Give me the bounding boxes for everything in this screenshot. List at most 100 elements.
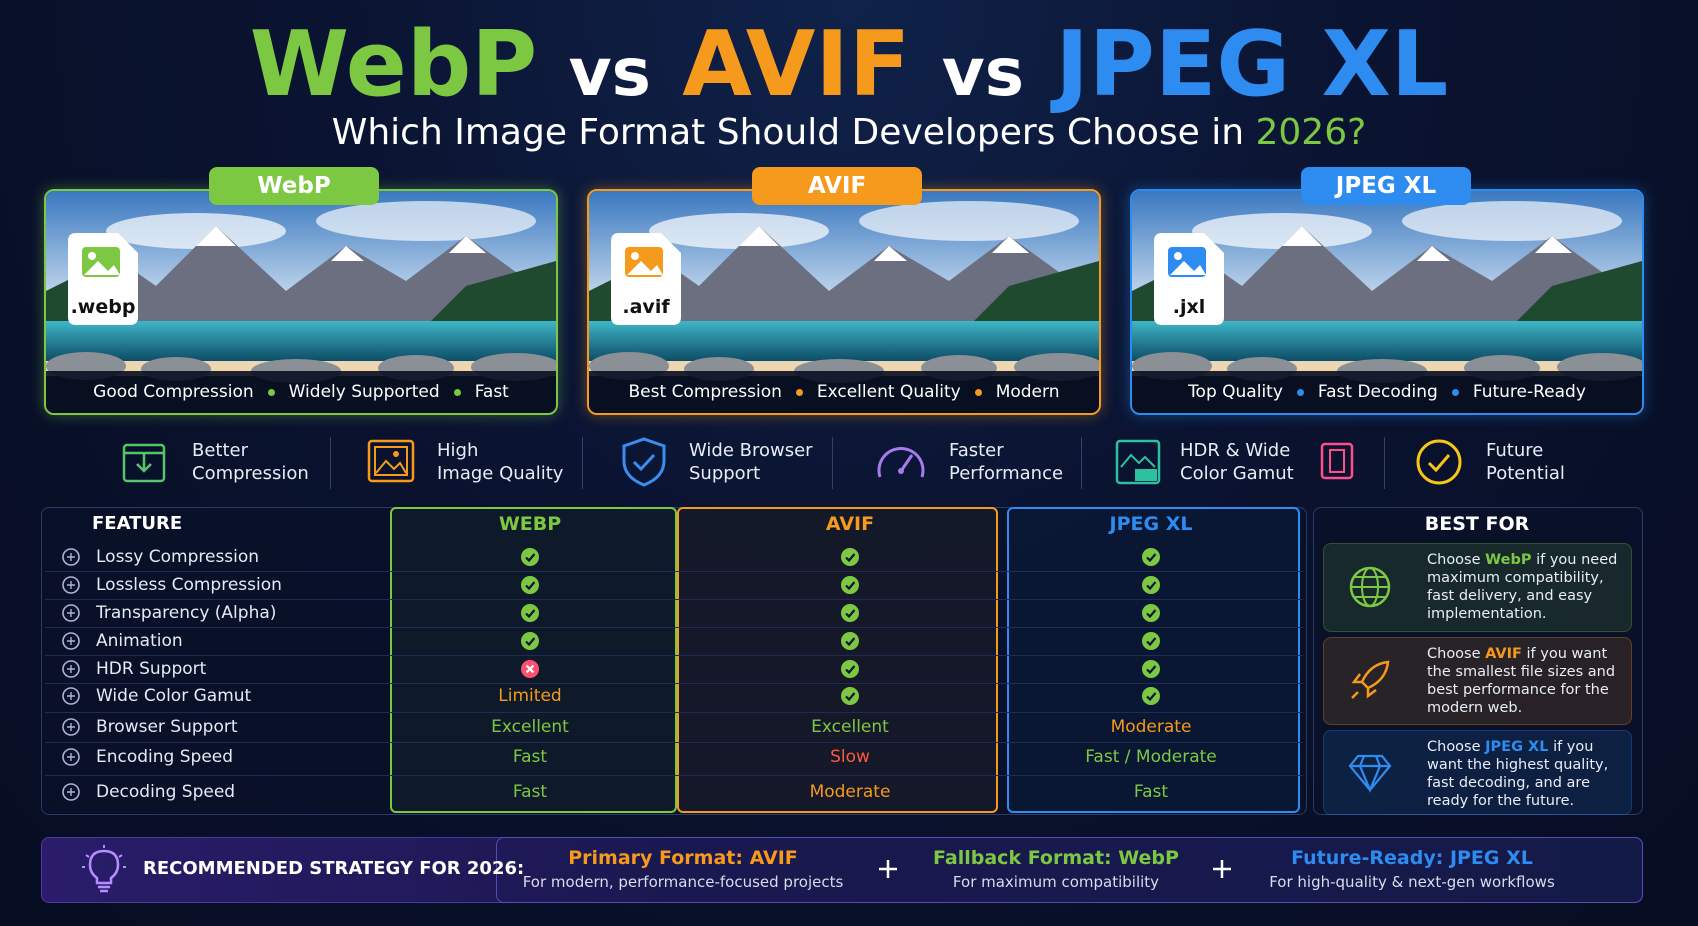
cell-text: Slow: [830, 747, 870, 767]
strategy-title: Fallback Format: WebP: [933, 847, 1179, 869]
check-icon: [1142, 576, 1160, 594]
table-header: WEBP: [498, 513, 562, 535]
separator: [330, 437, 331, 489]
cell-text: Moderate: [809, 782, 891, 802]
plus-icon: [879, 860, 897, 878]
best-for-format: AVIF: [1485, 646, 1522, 662]
film-icon: [1320, 442, 1354, 480]
tag-dot: [795, 388, 803, 396]
file-icon: [611, 233, 681, 325]
cell-text: Moderate: [1110, 717, 1192, 737]
benefit-text: Compression: [192, 463, 309, 484]
feature-icon: [62, 660, 80, 678]
strategy-label: RECOMMENDED STRATEGY FOR 2026:: [143, 858, 525, 879]
feature-name: Lossy Compression: [96, 547, 260, 567]
card-label: AVIF: [752, 167, 922, 205]
table-header: JPEG XL: [1109, 513, 1193, 535]
benefit-text: Future: [1486, 440, 1544, 461]
cell-text: Fast / Moderate: [1085, 747, 1217, 767]
card-photo: [1132, 191, 1642, 383]
best-for-text: Choose JPEG XL if you want the highest q…: [1427, 738, 1622, 810]
row-line: [45, 571, 1303, 572]
file-extension: .jxl: [1172, 296, 1206, 318]
check-icon: [841, 576, 859, 594]
best-for-lead: Choose: [1427, 646, 1481, 662]
strategy-desc: For maximum compatibility: [952, 873, 1160, 891]
best-for-lead: Choose: [1427, 552, 1481, 568]
benefit-icon: [877, 446, 925, 478]
card-tag: Best Compression: [628, 382, 782, 402]
row-line: [45, 774, 1303, 776]
file-extension: .webp: [70, 296, 136, 318]
table-header: AVIF: [825, 513, 875, 535]
title: WebP vs AVIF vs JPEG XL: [0, 10, 1698, 128]
row-line: [45, 655, 1303, 656]
tag-dot: [267, 388, 275, 396]
row-line: [45, 627, 1303, 628]
best-for-icon: [1351, 660, 1390, 699]
check-icon: [521, 632, 539, 650]
benefit-text: Better: [192, 440, 249, 461]
table-frame: [41, 507, 1307, 815]
bulb-icon: [82, 845, 126, 893]
best-for-card: [1323, 730, 1632, 815]
card-label: WebP: [209, 167, 379, 205]
best-for-desc: if you want the smallest file sizes and …: [1427, 646, 1616, 716]
subtitle-text: Which Image Format Should Developers Cho…: [331, 112, 1245, 153]
file-icon: [1154, 233, 1224, 325]
feature-icon: [62, 718, 80, 736]
cell-text: Excellent: [811, 717, 889, 737]
best-for-card: [1323, 637, 1632, 725]
table-header: FEATURE: [92, 513, 183, 534]
format-card: .webp Good Compression Widely Supported Fas…: [44, 189, 558, 415]
check-icon: [1142, 632, 1160, 650]
card-tag: Good Compression: [93, 382, 254, 402]
title-part: vs: [941, 34, 1025, 111]
feature-icon: [62, 576, 80, 594]
tag-dot: [1451, 388, 1459, 396]
best-for-format: WebP: [1485, 552, 1532, 568]
card-caption: Top Quality Fast Decoding Future-Ready: [1132, 371, 1642, 413]
separator: [1384, 437, 1385, 489]
best-for-desc: if you want the highest quality, fast de…: [1427, 739, 1609, 809]
benefit-icon: [1115, 439, 1161, 485]
feature-name: Decoding Speed: [96, 782, 236, 802]
check-icon: [841, 660, 859, 678]
best-for-text: Choose WebP if you need maximum compatib…: [1427, 551, 1622, 623]
file-icon: [68, 233, 138, 325]
benefit-icon: [367, 439, 415, 483]
tag-dot: [453, 388, 461, 396]
title-part: vs: [568, 34, 651, 111]
best-for-desc: if you need maximum compatibility, fast …: [1427, 552, 1618, 622]
card-tag: Fast: [474, 382, 509, 402]
tag-dot: [1296, 388, 1304, 396]
feature-name: Encoding Speed: [96, 747, 234, 767]
card-caption: Good Compression Widely Supported Fast: [46, 371, 556, 413]
card-tag: Top Quality: [1188, 382, 1283, 402]
benefit-text: HDR & Wide: [1180, 440, 1291, 461]
best-for-title: BEST FOR: [1424, 513, 1530, 535]
cross-icon: [521, 660, 539, 678]
benefit-text: Wide Browser: [689, 440, 813, 461]
strategy-title: Future-Ready: JPEG XL: [1291, 847, 1533, 869]
strategy-title: Primary Format: AVIF: [568, 847, 798, 869]
benefit-text: Potential: [1486, 463, 1565, 484]
check-icon: [521, 548, 539, 566]
strategy-inner: [496, 837, 1643, 903]
separator: [832, 437, 833, 489]
benefit-text: High: [437, 440, 479, 461]
check-icon: [841, 604, 859, 622]
title-part: WebP: [249, 12, 538, 117]
feature-name: Animation: [96, 631, 183, 651]
benefit-text: Color Gamut: [1180, 463, 1294, 484]
strategy-desc: For modern, performance-focused projects: [522, 873, 844, 891]
check-icon: [841, 687, 859, 705]
best-for-format: JPEG XL: [1485, 739, 1549, 755]
benefit-text: Performance: [949, 463, 1064, 484]
row-line: [45, 742, 1303, 743]
strategy-desc: For high-quality & next-gen workflows: [1269, 873, 1555, 891]
benefit-icon: [122, 443, 166, 483]
feature-name: HDR Support: [96, 659, 207, 679]
separator: [1081, 437, 1082, 489]
title-part: AVIF: [682, 12, 911, 117]
